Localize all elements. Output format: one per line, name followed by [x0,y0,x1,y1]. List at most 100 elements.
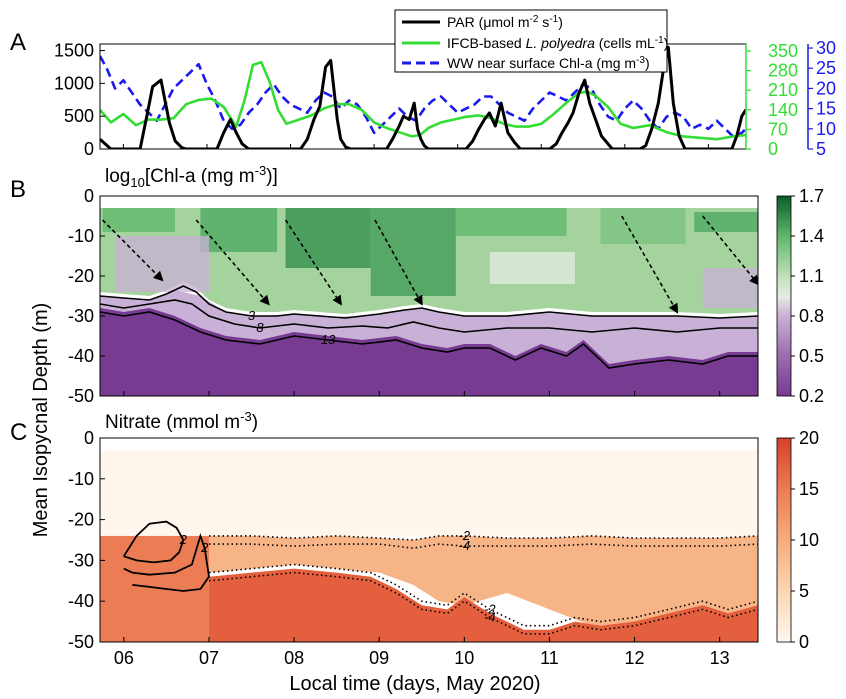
panel-a-yright1-tick-label: 70 [768,119,788,139]
nitrate-contour-line [208,571,758,635]
chl-cbar-tick-label: 0.8 [799,306,824,326]
chl-contour-line [100,299,758,333]
panel-c-x-tick-label: 11 [540,648,559,668]
chl-purple-band [100,290,758,368]
chl-cbar-tick-label: 1.7 [799,186,824,206]
nitrate-cbar-tick-label: 0 [799,632,809,652]
nitrate-deep-band [209,568,758,642]
chl-patch [102,208,175,232]
panel-b-y-tick-label: -40 [68,346,94,366]
legend-box: PAR (μmol m-2 s-1) IFCB-based L. polyedr… [394,9,668,73]
panel-b-title: log10[Chl-a (mg m-3)] [105,163,278,190]
nitrate-early-block [100,535,209,642]
chl-trend-arrow [101,219,164,282]
chl-trend-arrow [284,219,342,306]
chl-patch [489,252,575,284]
panel-b-y-tick-label: -20 [68,266,94,286]
panel-a-yright2-tick-label: 10 [816,119,836,139]
panel-c-y-tick-label: -20 [68,510,94,530]
panel-b-y-tick-label: -10 [68,226,94,246]
panel-a-yright1-tick-label: 0 [768,139,778,159]
ww-chla-line [100,55,746,139]
nitrate-cbar-tick-label: 10 [799,530,819,550]
panel-a-yright2-tick-label: 25 [816,58,836,78]
nitrate-cbar-tick-label: 20 [799,428,819,448]
panel-c-y-tick-label: 0 [84,428,94,448]
panel-a-yright2-tick-label: 30 [816,38,836,58]
nitrate-mid-band [209,535,758,626]
nitrate-colorbar [776,437,792,643]
panel-b-frame [99,195,759,397]
chl-cbar-tick-label: 1.1 [799,266,824,286]
chl-trend-arrow [702,215,758,286]
chl-contour-label: 13 [321,332,336,347]
nitrate-contour-label: -2 [484,601,496,616]
panel-b-y-tick-label: -30 [68,306,94,326]
par-line [100,45,746,149]
chl-patch [370,208,456,296]
nitrate-contour-label: -4 [484,610,496,625]
nitrate-contour-label: 2 [179,532,188,547]
chl-contour-label: 3 [248,308,256,323]
chl-cbar-tick-label: 0.5 [799,346,824,366]
chl-patch [600,208,686,244]
panel-letter-c: C [10,419,27,446]
chl-patch [455,208,567,236]
panel-c-x-tick-label: 13 [710,648,730,668]
panel-a-yleft-tick-label: 1000 [54,73,94,93]
x-axis-title: Local time (days, May 2020) [289,673,540,695]
nitrate-contour-line [123,532,210,592]
nitrate-contour-line [209,543,758,550]
y-axis-title: Mean Isopycnal Depth (m) [30,303,52,538]
panel-c-frame [99,437,759,643]
chl-cbar-tick-label: 0.2 [799,386,824,406]
panel-a-yright1-tick-label: 280 [768,61,798,81]
panel-c-plot: 22-2-4-2-4 0-10-20-30-40-50 06 07 08 09 10 11… [68,428,759,668]
panel-a-yright2-tick-label: 5 [816,139,826,159]
nitrate-contour-label: -4 [459,538,471,553]
panel-c-title: Nitrate (mmol m-3) [105,409,258,433]
chl-deep-band [100,308,758,396]
panel-c-x-tick-label: 08 [284,648,304,668]
chl-cbar-tick-label: 1.4 [799,226,824,246]
panel-b-y-tick-label: -50 [68,386,94,406]
panel-a-yright2-tick-label: 15 [816,99,836,119]
panel-a-yleft-tick-label: 1500 [54,41,94,61]
nitrate-contour-line [209,535,758,541]
panel-a-yright1-tick-label: 140 [768,100,798,120]
nitrate-contour-label: -2 [459,528,471,543]
panel-a-yleft-tick-label: 0 [84,139,94,159]
panel-c-y-tick-label: -10 [68,469,94,489]
legend-ww-label: WW near surface Chl-a (mg m-3) [447,55,650,71]
chl-patch [702,268,758,308]
panel-a-yright1-tick-label: 350 [768,41,798,61]
chl-patch [694,212,758,232]
panel-c-x-tick-label: 09 [369,648,389,668]
nitrate-contour-line [123,520,185,564]
nitrate-contour-label: 2 [200,540,209,555]
chl-contour-line [100,285,758,319]
panel-c-x-tick-label: 06 [114,648,134,668]
chl-contour-line [100,311,758,369]
ifcb-line [100,60,746,141]
panel-b-y-tick-label: 0 [84,186,94,206]
panel-a-yright2-tick-label: 20 [816,78,836,98]
nitrate-cbar-tick-label: 5 [799,581,809,601]
nitrate-contour-line [208,563,758,627]
panel-a-yright1-tick-label: 210 [768,80,798,100]
nitrate-surface-band [100,450,758,536]
panel-c-x-tick-label: 07 [199,648,219,668]
panel-a-yleft-tick-label: 500 [64,106,94,126]
chl-trend-arrow [195,219,270,306]
panel-letter-b: B [10,176,26,203]
panel-c-x-tick-label: 10 [454,648,474,668]
panel-c-y-tick-label: -30 [68,550,94,570]
chl-trend-arrow [374,219,423,306]
chl-trend-arrow [621,215,679,314]
chl-patch [200,208,278,252]
nitrate-cbar-tick-label: 15 [799,479,819,499]
panel-c-y-tick-label: -50 [68,632,94,652]
panel-c-y-tick-label: -40 [68,591,94,611]
